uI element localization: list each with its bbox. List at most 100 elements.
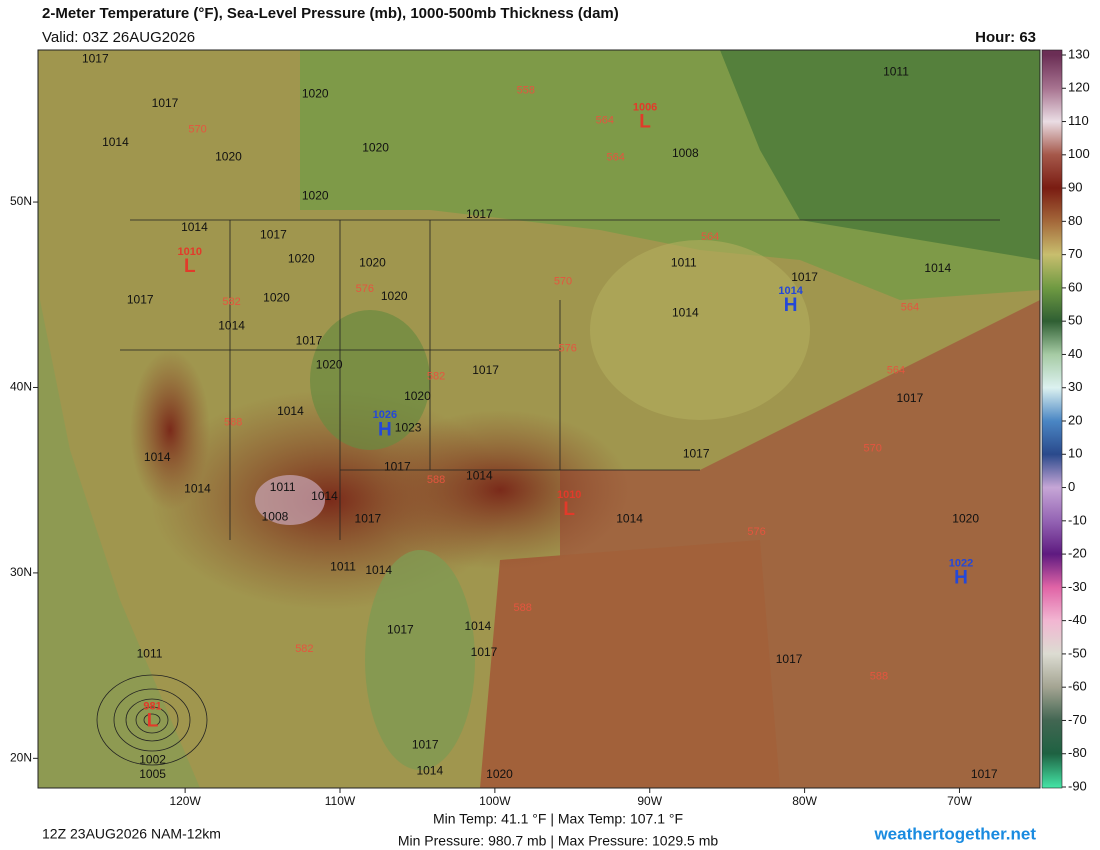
map-frame: [37, 49, 1041, 789]
isobar-label: 1017: [683, 446, 710, 460]
isobar-label: 1017: [82, 51, 109, 65]
thickness-label: 570: [554, 276, 572, 288]
isobar-label: 1014: [218, 318, 245, 332]
pressure-center-value: 1010: [557, 489, 581, 501]
pressure-center-letter: L: [184, 256, 196, 277]
isobar-label: 1017: [472, 363, 499, 377]
isobar-label: 1017: [897, 391, 924, 405]
colorbar-tick-label: 40: [1068, 346, 1082, 361]
colorbar-tick-label: 70: [1068, 246, 1082, 261]
isobar-label: 1017: [971, 767, 998, 781]
isobar-label: 1017: [152, 96, 179, 110]
isobar-label: 1020: [302, 87, 329, 101]
pressure-center-letter: H: [784, 295, 798, 316]
colorbar-tick-label: 10: [1068, 446, 1082, 461]
isobar-label: 1014: [102, 135, 129, 149]
isobar-label: 1014: [466, 469, 493, 483]
isobar-label: 1014: [672, 305, 699, 319]
thickness-label: 588: [224, 417, 242, 429]
thickness-label: 564: [606, 151, 624, 163]
site-credit: weathertogether.net: [873, 824, 1036, 843]
colorbar-tick-label: 110: [1068, 113, 1089, 128]
pressure-center-letter: H: [378, 419, 392, 440]
colorbar-tick-label: 30: [1068, 379, 1082, 394]
isobar-label: 1020: [316, 357, 343, 371]
isobar-label: 1020: [215, 150, 242, 164]
colorbar-tick-label: 130: [1068, 46, 1090, 61]
isobar-label: 1014: [464, 619, 491, 633]
isobar-label: 1020: [381, 289, 408, 303]
colorbar-tick-label: 60: [1068, 279, 1082, 294]
y-tick-label: 30N: [10, 565, 32, 579]
isobar-label: 1020: [288, 252, 315, 266]
isobar-label: 1011: [270, 480, 296, 494]
thickness-label: 576: [747, 526, 765, 538]
colorbar-tick-label: -70: [1068, 712, 1087, 727]
isobar-label: 1014: [181, 220, 208, 234]
thickness-label: 558: [517, 85, 535, 97]
isobar-label: 1008: [672, 146, 699, 160]
isobar-label: 1020: [263, 291, 290, 305]
pressure-center-letter: L: [147, 710, 159, 731]
pressure-center-value: 1010: [178, 246, 202, 258]
pressure-center-value: 981: [143, 700, 161, 712]
x-tick-label: 70W: [947, 794, 972, 808]
isobar-label: 1002: [139, 752, 166, 766]
colorbar-tick-label: -90: [1068, 778, 1087, 793]
colorbar-tick-label: -10: [1068, 512, 1087, 527]
title: 2-Meter Temperature (°F), Sea-Level Pres…: [42, 5, 619, 22]
isobar-label: 1011: [671, 255, 697, 269]
isobar-label: 1011: [883, 64, 909, 78]
thickness-label: 576: [558, 342, 576, 354]
pressure-center-letter: L: [563, 499, 575, 520]
colorbar-tick-label: 90: [1068, 180, 1082, 195]
forecast-hour: Hour: 63: [975, 29, 1036, 46]
isobar-label: 1014: [616, 511, 643, 525]
isobar-label: 1017: [466, 207, 493, 221]
thickness-label: 588: [514, 602, 532, 614]
thickness-label: 582: [295, 643, 313, 655]
thickness-label: 576: [356, 283, 374, 295]
isobar-label: 1017: [471, 645, 498, 659]
isobar-label: 1011: [330, 560, 356, 574]
colorbar-tick-label: 120: [1068, 80, 1090, 95]
isobar-label: 1017: [127, 292, 154, 306]
isobar-label: 1014: [144, 450, 171, 464]
isobar-label: 1020: [302, 189, 329, 203]
colorbar-tick-label: 50: [1068, 313, 1082, 328]
x-tick-label: 80W: [792, 794, 817, 808]
thickness-label: 564: [887, 365, 905, 377]
pressure-range: Min Pressure: 980.7 mb | Max Pressure: 1…: [398, 833, 719, 849]
y-tick-label: 40N: [10, 380, 32, 394]
isobar-label: 1020: [404, 389, 431, 403]
map-labels: 558 570 564 564 564 570 576 582 576 582 588 588 588 5…: [82, 51, 998, 781]
colorbar-tick-label: 20: [1068, 412, 1082, 427]
isobar-label: 1017: [260, 228, 287, 242]
colorbar-tick-label: 0: [1068, 479, 1075, 494]
pressure-center-letter: L: [639, 111, 651, 132]
x-tick-label: 100W: [479, 794, 511, 808]
isobar-label: 1017: [387, 623, 414, 637]
isobar-label: 1017: [791, 270, 818, 284]
isobar-label: 1020: [486, 767, 513, 781]
pressure-center-value: 1022: [949, 558, 973, 570]
thickness-label: 582: [427, 370, 445, 382]
thickness-label: 570: [864, 443, 882, 455]
isobar-label: 1014: [365, 563, 392, 577]
colorbar-tick-label: -50: [1068, 645, 1087, 660]
thickness-label: 570: [188, 124, 206, 136]
thickness-label: 564: [901, 302, 919, 314]
isobar-label: 1023: [395, 420, 422, 434]
map-background: [38, 50, 1040, 788]
isobar-label: 1020: [359, 255, 386, 269]
isobar-label: 1017: [296, 333, 323, 347]
x-tick-label: 90W: [637, 794, 662, 808]
x-tick-label: 120W: [169, 794, 201, 808]
pressure-center-value: 1014: [778, 285, 803, 297]
thickness-label: 582: [222, 296, 240, 308]
isobar-label: 1014: [311, 489, 338, 503]
colorbar-tick-label: 80: [1068, 213, 1082, 228]
isobar-label: 1014: [184, 482, 211, 496]
temperature-range: Min Temp: 41.1 °F | Max Temp: 107.1 °F: [433, 811, 683, 827]
